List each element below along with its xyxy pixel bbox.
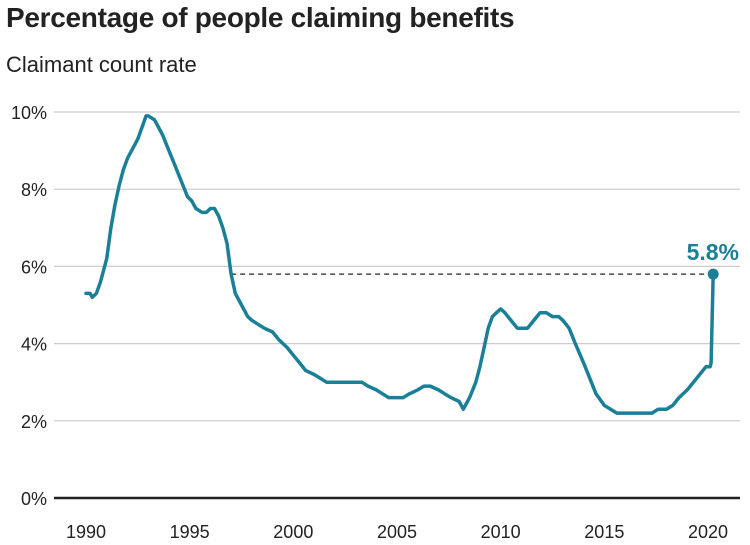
y-tick-label: 6% — [21, 257, 47, 277]
series-line — [84, 114, 715, 415]
chart-title: Percentage of people claiming benefits — [6, 2, 515, 33]
y-tick-label: 10% — [11, 103, 47, 123]
x-tick-label: 1995 — [170, 522, 210, 542]
endpoint-marker — [707, 268, 719, 280]
x-tick-label: 1990 — [66, 522, 106, 542]
y-tick-label: 4% — [21, 335, 47, 355]
y-tick-label: 8% — [21, 180, 47, 200]
x-tick-label: 2020 — [688, 522, 728, 542]
x-tick-label: 2000 — [273, 522, 313, 542]
endpoint-label: 5.8% — [687, 239, 739, 265]
y-tick-label: 2% — [21, 412, 47, 432]
x-tick-label: 2005 — [377, 522, 417, 542]
y-tick-label: 0% — [21, 489, 47, 509]
x-tick-label: 2015 — [584, 522, 624, 542]
chart-subtitle: Claimant count rate — [6, 52, 197, 77]
x-tick-label: 2010 — [481, 522, 521, 542]
